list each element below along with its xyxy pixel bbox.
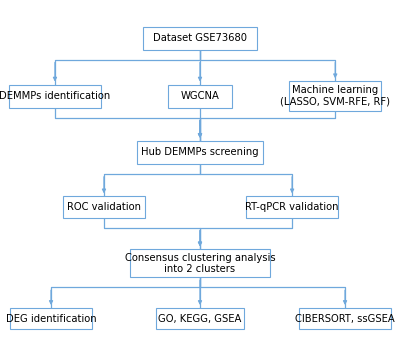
FancyBboxPatch shape xyxy=(246,196,338,218)
Text: Hub DEMMPs screening: Hub DEMMPs screening xyxy=(141,147,259,158)
Text: Consensus clustering analysis
into 2 clusters: Consensus clustering analysis into 2 clu… xyxy=(125,252,275,274)
Text: CIBERSORT, ssGSEA: CIBERSORT, ssGSEA xyxy=(295,314,395,324)
Text: WGCNA: WGCNA xyxy=(180,91,220,101)
FancyBboxPatch shape xyxy=(143,27,257,50)
Text: RT-qPCR validation: RT-qPCR validation xyxy=(245,202,339,212)
Text: Machine learning
(LASSO, SVM-RFE, RF): Machine learning (LASSO, SVM-RFE, RF) xyxy=(280,85,390,107)
FancyBboxPatch shape xyxy=(299,308,391,330)
Text: DEG identification: DEG identification xyxy=(6,314,96,324)
FancyBboxPatch shape xyxy=(130,249,270,277)
FancyBboxPatch shape xyxy=(137,141,263,164)
FancyBboxPatch shape xyxy=(9,84,101,108)
Text: DEMMPs identification: DEMMPs identification xyxy=(0,91,110,101)
FancyBboxPatch shape xyxy=(63,196,145,218)
Text: Dataset GSE73680: Dataset GSE73680 xyxy=(153,33,247,43)
Text: GO, KEGG, GSEA: GO, KEGG, GSEA xyxy=(158,314,242,324)
FancyBboxPatch shape xyxy=(168,84,232,108)
FancyBboxPatch shape xyxy=(289,81,381,111)
FancyBboxPatch shape xyxy=(10,308,92,330)
FancyBboxPatch shape xyxy=(156,308,244,330)
Text: ROC validation: ROC validation xyxy=(67,202,141,212)
